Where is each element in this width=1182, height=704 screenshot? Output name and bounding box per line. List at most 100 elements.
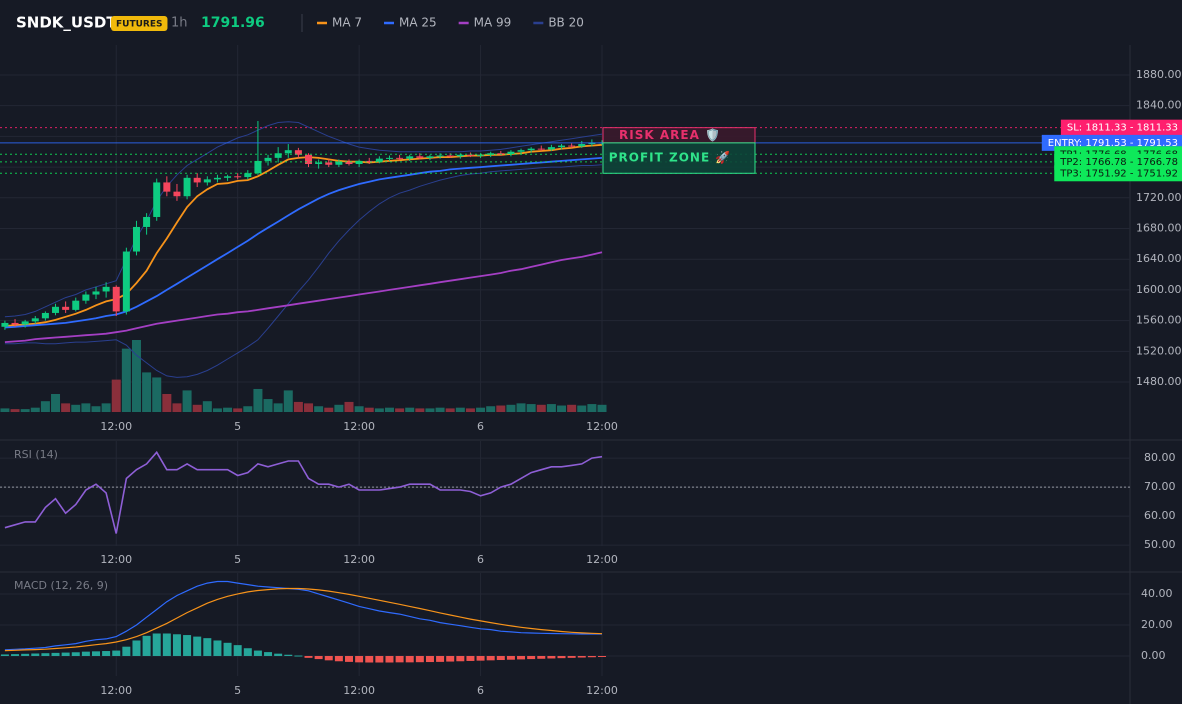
macd-histogram (436, 655, 445, 662)
macd-histogram (456, 655, 465, 662)
volume-bar (374, 408, 384, 412)
y-tick-label: 1880.00 (1136, 68, 1182, 81)
pane-title: RSI (14) (14, 448, 58, 461)
volume-bar (182, 390, 192, 412)
candle-body (193, 177, 201, 183)
macd-histogram (92, 651, 100, 656)
volume-bar (455, 407, 465, 412)
macd-histogram (355, 655, 364, 663)
volume-bar (273, 403, 283, 412)
volume-bar (587, 404, 597, 412)
legend-label: MA 25 (399, 16, 437, 30)
y-tick-label: 80.00 (1144, 451, 1176, 464)
macd-histogram (213, 640, 222, 656)
mark-layer (0, 121, 1130, 663)
level-label: SL: 1811.33 - 1811.33 (1067, 123, 1178, 134)
candle-body (436, 155, 444, 157)
volume-bar (223, 407, 233, 412)
y-tick-label: 1600.00 (1136, 283, 1182, 296)
volume-bar (233, 408, 243, 412)
macd-histogram (223, 642, 232, 656)
macd-histogram (81, 651, 90, 656)
volume-bar (546, 404, 556, 412)
macd-histogram (304, 655, 313, 658)
macd-line (4, 580, 602, 651)
macd-histogram (31, 653, 40, 656)
macd-histogram (203, 638, 212, 656)
macd-histogram (172, 634, 181, 656)
candle-body (1, 322, 9, 327)
candle-body (345, 161, 353, 165)
macd-histogram (294, 655, 303, 657)
zone-label: PROFIT ZONE 🚀 (609, 151, 732, 165)
bb-upper (4, 121, 603, 318)
time-label: 5 (234, 420, 241, 433)
candle-body (82, 294, 90, 301)
volume-bar (304, 403, 314, 412)
volume-bar (283, 390, 293, 412)
macd-histogram (102, 651, 111, 656)
candle-body (52, 306, 60, 313)
time-label: 12:00 (586, 553, 618, 566)
macd-histogram (51, 652, 60, 656)
zone (602, 142, 756, 174)
candle-body (244, 173, 252, 178)
candle-body (537, 148, 545, 150)
last-price: 1791.96 (201, 15, 265, 31)
candle-body (203, 179, 211, 183)
volume-bar (101, 403, 111, 412)
candle-body (234, 176, 242, 178)
volume-bar (243, 406, 253, 412)
macd-histogram (41, 653, 50, 656)
macd-histogram (243, 648, 252, 656)
volume-bar (293, 401, 303, 412)
candle-body (11, 322, 19, 325)
macd-histogram (122, 646, 131, 656)
macd-histogram (71, 652, 80, 656)
candle-body (62, 306, 70, 310)
macd-histogram (264, 652, 273, 656)
candle-body (517, 150, 525, 152)
volume-bar (30, 407, 40, 412)
bb-lower (4, 164, 603, 378)
macd-histogram (567, 655, 576, 658)
time-label: 12:00 (586, 420, 618, 433)
level-tag (1054, 165, 1182, 182)
volume-bar (212, 408, 222, 412)
badge: FUTURES (116, 20, 162, 30)
moving-average (4, 157, 603, 329)
macd-histogram (527, 655, 536, 660)
candle-body (41, 312, 49, 319)
y-tick-label: 50.00 (1144, 538, 1176, 551)
candle-body (315, 162, 323, 165)
candle-body (547, 147, 555, 150)
volume-bar (51, 394, 61, 412)
level-tag (1060, 119, 1182, 136)
volume-bar (496, 405, 506, 412)
volume-bar (506, 404, 516, 412)
candle-body (284, 150, 292, 154)
macd-histogram (152, 633, 161, 656)
candle-body (466, 154, 474, 156)
rsi-line (4, 450, 603, 534)
volume-bar (597, 404, 607, 412)
candle-body (173, 191, 181, 197)
symbol: SNDK_USDT (16, 14, 117, 32)
macd-histogram (345, 655, 353, 662)
moving-average (4, 143, 603, 327)
volume-bar (172, 403, 182, 412)
macd-histogram (274, 653, 283, 656)
volume-bar (162, 394, 172, 412)
macd-histogram (132, 640, 141, 656)
time-label: 5 (234, 553, 241, 566)
macd-histogram (517, 655, 526, 660)
candle-body (406, 156, 414, 159)
macd-histogram (375, 655, 384, 663)
candle-body (385, 157, 393, 159)
volume-bar (314, 406, 324, 412)
badge-background (111, 16, 168, 31)
volume-bar (142, 372, 152, 412)
volume-bar (121, 348, 131, 412)
volume-bar (435, 407, 445, 412)
